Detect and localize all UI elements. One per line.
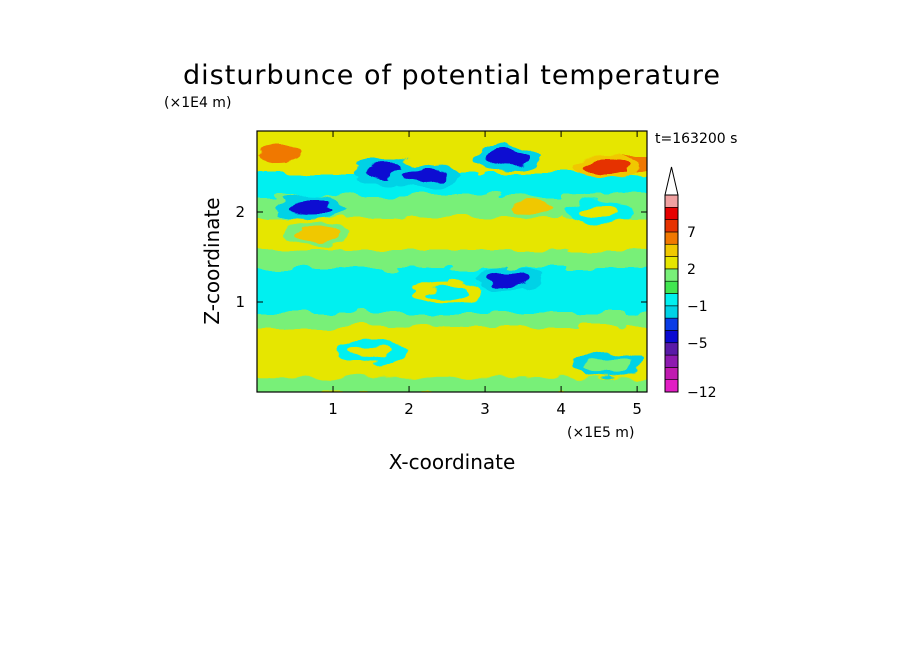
colorbar-swatch [664, 268, 679, 282]
colorbar-swatch [664, 219, 679, 233]
colorbar-label: −1 [687, 299, 708, 315]
contour-band [257, 375, 647, 392]
contour-region [485, 151, 530, 165]
contour-band [257, 248, 647, 268]
contour-region [425, 286, 470, 300]
colorbar-extend-arrow [664, 166, 679, 196]
x-tick-label: 4 [556, 400, 566, 418]
colorbar-swatch [664, 342, 679, 356]
colorbar-swatch [664, 280, 679, 294]
colorbar-swatch [664, 354, 679, 368]
colorbar-swatch [664, 207, 679, 220]
time-label: t=163200 s [655, 131, 737, 147]
contour-region [402, 169, 447, 183]
y-axis: 12 [235, 203, 647, 311]
colorbar-label: 2 [687, 262, 696, 278]
contour-region [577, 205, 622, 219]
colorbar-swatch [664, 243, 679, 257]
colorbar-swatch [664, 305, 679, 319]
contour-region [295, 227, 340, 242]
colorbar-swatch [664, 293, 679, 307]
colorbar-label: 7 [687, 225, 696, 241]
contour-region [349, 344, 394, 359]
x-unit-label: (×1E5 m) [567, 425, 634, 441]
colorbar-swatch [664, 367, 679, 380]
contour-region [288, 200, 333, 215]
x-tick-label: 2 [404, 400, 414, 418]
y-axis-label: Z-coordinate [200, 197, 224, 324]
colorbar-swatch [664, 379, 679, 393]
colorbar-swatch [664, 231, 679, 245]
contour-region [584, 358, 629, 372]
colorbar-frame [664, 194, 679, 393]
contour-region [257, 146, 302, 161]
y-tick-label: 2 [235, 203, 245, 221]
x-tick-label: 5 [632, 400, 642, 418]
contour-region [485, 272, 530, 287]
colorbar-swatch [664, 256, 679, 270]
x-axis-label: X-coordinate [389, 450, 516, 474]
colorbar-swatch [664, 330, 679, 344]
contour-region [584, 160, 629, 174]
colorbar: 7 2 −1 −5 −12 [664, 166, 717, 401]
y-tick-label: 1 [235, 293, 245, 311]
y-unit-label: (×1E4 m) [164, 95, 231, 111]
colorbar-label: −12 [687, 385, 717, 401]
contour-region [508, 200, 553, 215]
contour-band [257, 311, 647, 327]
x-tick-label: 3 [480, 400, 490, 418]
x-axis: 1 2 3 4 5 [328, 131, 642, 418]
colorbar-swatch [664, 194, 679, 208]
plot-area [257, 131, 647, 392]
plot-frame [256, 130, 648, 393]
colorbar-swatch [664, 317, 679, 331]
chart-title: disturbunce of potential temperature [183, 60, 721, 91]
x-tick-label: 1 [328, 400, 338, 418]
colorbar-label: −5 [687, 336, 708, 352]
